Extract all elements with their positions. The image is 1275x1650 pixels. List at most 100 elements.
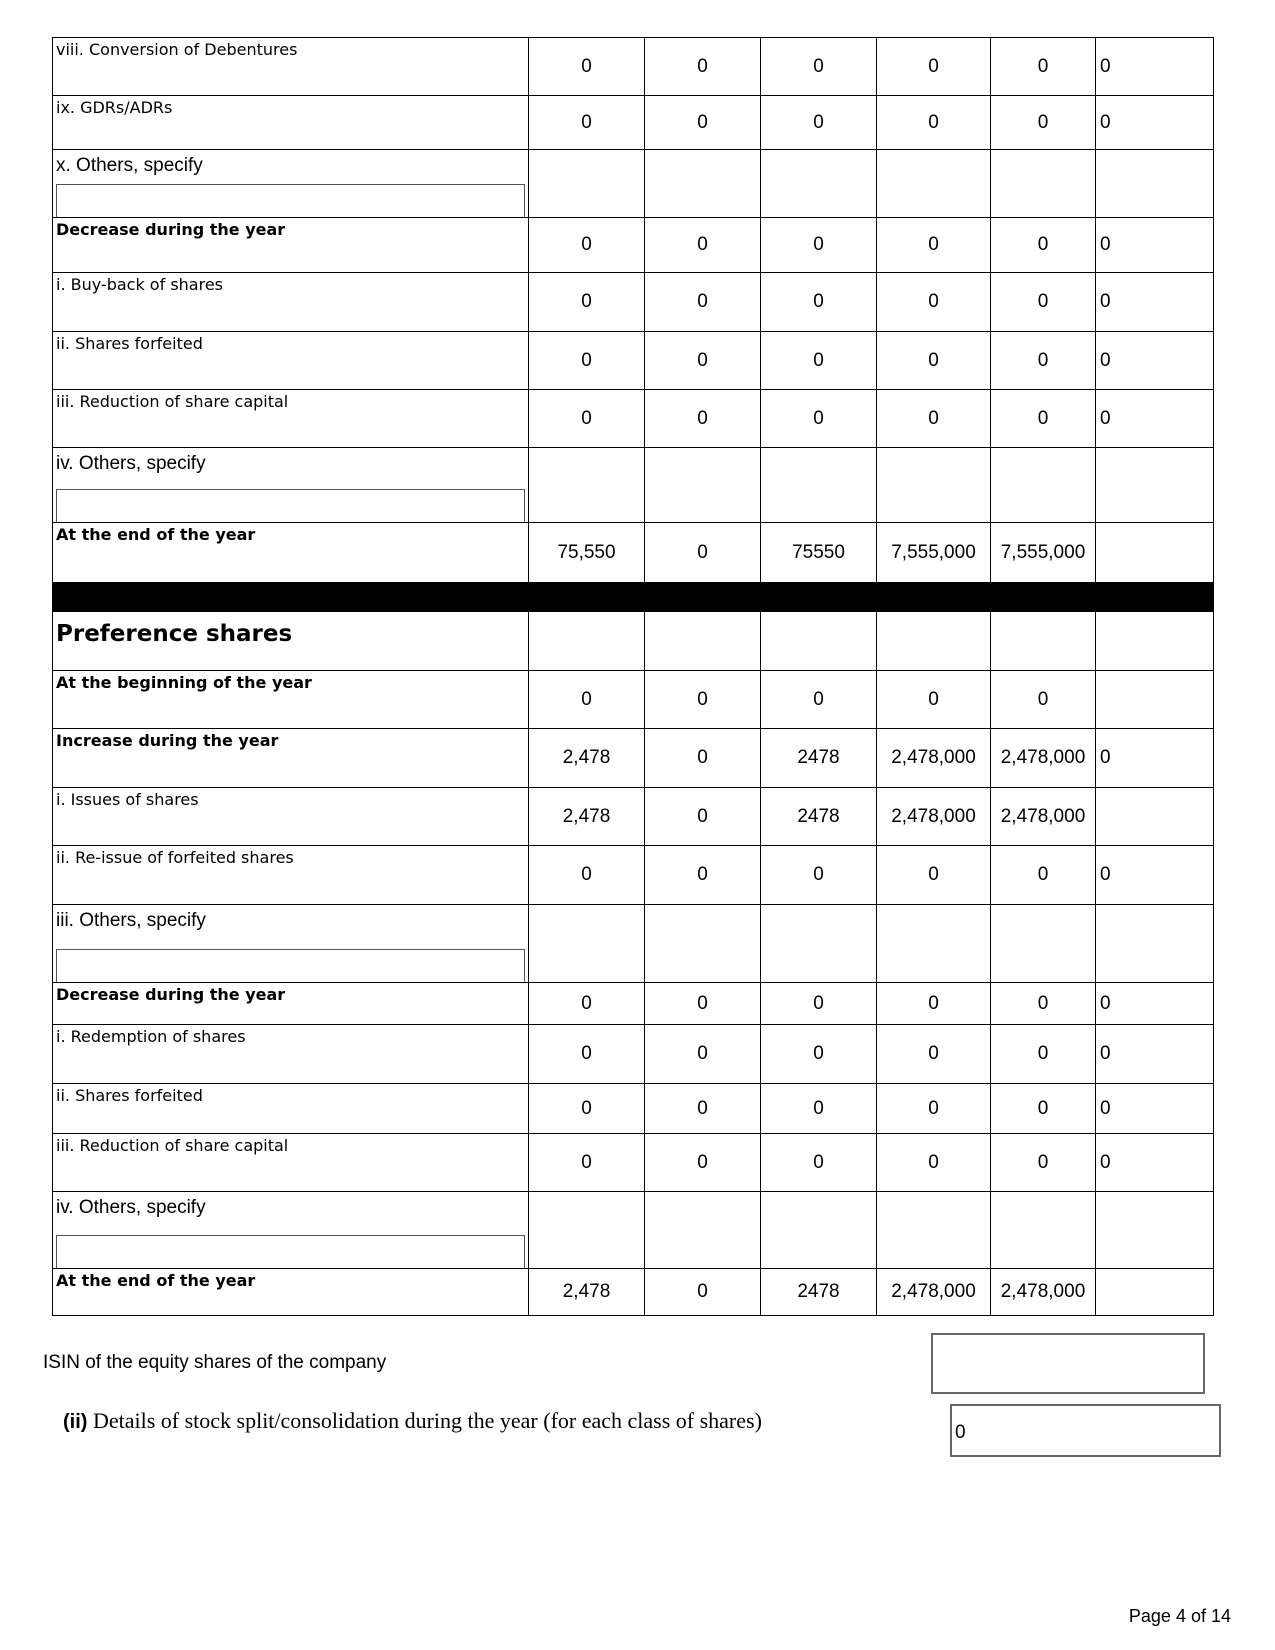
- value-cell: 0: [528, 331, 645, 390]
- stock-split-prefix: (ii): [63, 1411, 88, 1433]
- value-cell: [760, 904, 877, 983]
- value-cell: 2,478: [528, 728, 645, 788]
- table-row: ii. Re-issue of forfeited shares 0 0 0 0 0 0: [52, 845, 1214, 905]
- value-cell: 0: [990, 217, 1096, 273]
- value-cell: 0: [760, 272, 877, 332]
- row-label: iii. Others, specify: [52, 904, 529, 983]
- value-cell: 0: [644, 1133, 761, 1192]
- row-label: Increase during the year: [52, 728, 529, 788]
- value-cell: [990, 1191, 1096, 1269]
- value-cell: 0: [876, 331, 991, 390]
- value-cell: 2478: [760, 728, 877, 788]
- value-cell: 0: [644, 522, 761, 583]
- value-cell: [1095, 1268, 1214, 1316]
- value-cell: 0: [876, 982, 991, 1025]
- value-cell: [760, 447, 877, 523]
- value-cell: 2,478,000: [990, 787, 1096, 846]
- row-label: iv. Others, specify: [52, 1191, 529, 1269]
- row-label: At the end of the year: [52, 522, 529, 583]
- value-cell: 2,478,000: [990, 1268, 1096, 1316]
- value-cell: 0: [528, 1083, 645, 1134]
- value-cell: 0: [760, 982, 877, 1025]
- value-cell: 0: [990, 389, 1096, 448]
- table-row: [52, 582, 1214, 612]
- value-cell: 2,478,000: [876, 728, 991, 788]
- value-cell: 0: [876, 217, 991, 273]
- value-cell: 0: [644, 331, 761, 390]
- row-label: At the end of the year: [52, 1268, 529, 1316]
- specify-input[interactable]: [56, 1235, 525, 1268]
- value-cell: [1095, 904, 1214, 983]
- row-label-text: iv. Others, specify: [56, 453, 206, 474]
- row-label-text: At the end of the year: [56, 525, 256, 544]
- value-cell: 0: [990, 37, 1096, 96]
- table-row: viii. Conversion of Debentures 0 0 0 0 0 0: [52, 37, 1214, 96]
- value-cell: 0: [644, 787, 761, 846]
- row-label: ii. Shares forfeited: [52, 331, 529, 390]
- row-label-text: iii. Reduction of share capital: [56, 392, 289, 411]
- value-cell: [760, 611, 877, 671]
- value-cell: 0: [1095, 845, 1214, 905]
- value-cell: 2,478: [528, 1268, 645, 1316]
- specify-input[interactable]: [56, 184, 525, 217]
- table-row: Decrease during the year 0 0 0 0 0 0: [52, 217, 1214, 273]
- row-label-text: ii. Re-issue of forfeited shares: [56, 848, 294, 867]
- value-cell: 2478: [760, 787, 877, 846]
- value-cell: 0: [760, 95, 877, 150]
- row-label: i. Issues of shares: [52, 787, 529, 846]
- row-label-text: ix. GDRs/ADRs: [56, 98, 173, 117]
- table-row: ix. GDRs/ADRs 0 0 0 0 0 0: [52, 95, 1214, 150]
- value-cell: 0: [1095, 1024, 1214, 1084]
- value-cell: 0: [760, 37, 877, 96]
- value-cell: 0: [1095, 982, 1214, 1025]
- page-number: Page 4 of 14: [1128, 1606, 1231, 1626]
- value-cell: 0: [528, 389, 645, 448]
- value-cell: 0: [876, 272, 991, 332]
- value-cell: [760, 149, 877, 218]
- value-cell: 2478: [760, 1268, 877, 1316]
- value-cell: 0: [876, 389, 991, 448]
- table-row: Preference shares: [52, 611, 1214, 671]
- value-cell: 0: [644, 1268, 761, 1316]
- table-row: iii. Reduction of share capital 0 0 0 0 0 0: [52, 1133, 1214, 1192]
- specify-input[interactable]: [56, 489, 525, 522]
- row-label-text: ii. Shares forfeited: [56, 1086, 203, 1105]
- value-cell: 0: [760, 1133, 877, 1192]
- row-label: i. Redemption of shares: [52, 1024, 529, 1084]
- value-cell: 0: [1095, 37, 1214, 96]
- value-cell: 0: [528, 272, 645, 332]
- row-label-text: iv. Others, specify: [56, 1197, 206, 1218]
- row-label-text: At the beginning of the year: [56, 673, 312, 692]
- section-divider: [52, 582, 1214, 612]
- row-label: iv. Others, specify: [52, 447, 529, 523]
- value-cell: [1095, 1191, 1214, 1269]
- value-cell: 75550: [760, 522, 877, 583]
- row-label-text: Decrease during the year: [56, 220, 286, 239]
- row-label: x. Others, specify: [52, 149, 529, 218]
- specify-input[interactable]: [56, 949, 525, 982]
- value-cell: 0: [1095, 1133, 1214, 1192]
- table-row: iii. Others, specify: [52, 904, 1214, 983]
- row-label: ii. Shares forfeited: [52, 1083, 529, 1134]
- value-cell: [644, 149, 761, 218]
- value-cell: 0: [990, 670, 1096, 729]
- table-row: i. Issues of shares 2,478 0 2478 2,478,000 2,…: [52, 787, 1214, 846]
- stock-split-input[interactable]: 0: [950, 1404, 1221, 1457]
- value-cell: 0: [760, 389, 877, 448]
- value-cell: [990, 447, 1096, 523]
- value-cell: [528, 904, 645, 983]
- table-row: iv. Others, specify: [52, 1191, 1214, 1269]
- value-cell: 0: [1095, 1083, 1214, 1134]
- table-row: ii. Shares forfeited 0 0 0 0 0 0: [52, 331, 1214, 390]
- value-cell: 0: [1095, 217, 1214, 273]
- row-label-text: viii. Conversion of Debentures: [56, 40, 298, 59]
- row-label: ix. GDRs/ADRs: [52, 95, 529, 150]
- row-label-text: i. Issues of shares: [56, 790, 199, 809]
- value-cell: [644, 611, 761, 671]
- table-row: i. Buy-back of shares 0 0 0 0 0 0: [52, 272, 1214, 332]
- value-cell: [876, 447, 991, 523]
- table-row: i. Redemption of shares 0 0 0 0 0 0: [52, 1024, 1214, 1084]
- value-cell: 0: [876, 670, 991, 729]
- value-cell: [1095, 149, 1214, 218]
- isin-input[interactable]: [931, 1333, 1205, 1394]
